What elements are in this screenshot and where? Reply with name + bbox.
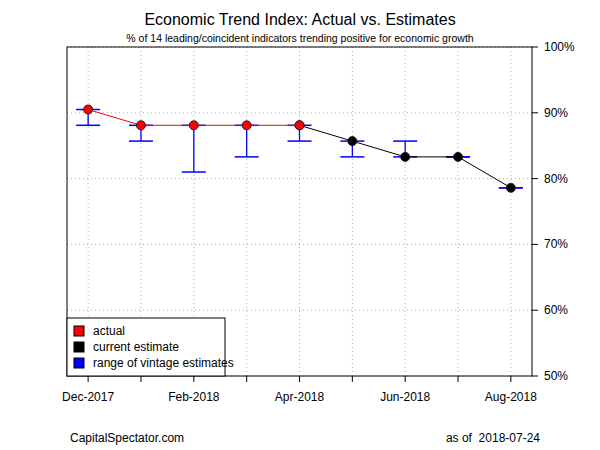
point: [295, 121, 304, 130]
range-cap: [182, 171, 206, 173]
grid-line: [458, 47, 459, 376]
x-tick: [405, 376, 406, 382]
series-line: [300, 125, 511, 188]
y-tick-label: 90%: [544, 106, 568, 120]
y-tick: [532, 178, 538, 179]
grid-line: [67, 112, 532, 113]
y-tick: [532, 376, 538, 377]
x-tick-label: Feb-2018: [168, 390, 220, 404]
background: [0, 0, 600, 450]
legend-label: actual: [93, 324, 125, 338]
grid-line: [352, 47, 353, 376]
y-tick-label: 70%: [544, 237, 568, 251]
y-tick: [532, 47, 538, 48]
x-tick: [458, 376, 459, 382]
x-tick-label: Dec-2017: [62, 390, 114, 404]
y-tick: [532, 112, 538, 113]
legend-label: current estimate: [93, 340, 179, 354]
grid-line: [67, 310, 532, 311]
x-tick: [88, 376, 89, 382]
marks: [76, 105, 523, 192]
y-tick-label: 80%: [544, 172, 568, 186]
plot-frame: [67, 47, 532, 376]
chart: Economic Trend Index: Actual vs. Estimat…: [0, 0, 600, 450]
range-cap: [288, 140, 312, 142]
point: [506, 183, 515, 192]
point: [295, 121, 304, 130]
point: [84, 105, 93, 114]
x-tick-label: Apr-2018: [275, 390, 325, 404]
x-tick: [140, 376, 141, 382]
x-tick: [352, 376, 353, 382]
range-stem: [193, 125, 194, 172]
legend: actual current estimate range of vintage e…: [67, 318, 234, 376]
grid-line: [246, 47, 247, 376]
point: [136, 121, 145, 130]
x-tick: [299, 376, 300, 382]
range-cap: [235, 156, 259, 158]
y-tick-label: 100%: [544, 40, 575, 54]
y-tick: [532, 244, 538, 245]
x-tick-label: Aug-2018: [485, 390, 537, 404]
range-cap: [76, 125, 100, 127]
point: [454, 152, 463, 161]
date-note: as of 2018-07-24: [446, 431, 540, 445]
source-note: CapitalSpectator.com: [70, 431, 184, 445]
y-tick-label: 60%: [544, 303, 568, 317]
legend-swatch: [74, 326, 84, 336]
point: [242, 121, 251, 130]
x-tick: [246, 376, 247, 382]
grid-line: [510, 47, 511, 376]
subtitle: % of 14 leading/coincident indicators tr…: [126, 32, 473, 44]
legend-swatch: [74, 358, 84, 368]
x-tick-label: Jun-2018: [380, 390, 430, 404]
point: [189, 121, 198, 130]
legend-label: range of vintage estimates: [93, 356, 234, 370]
y-tick: [532, 310, 538, 311]
legend-swatch: [74, 342, 84, 352]
x-tick: [193, 376, 194, 382]
range-cap: [129, 140, 153, 142]
range-bar: [182, 125, 206, 172]
point: [348, 137, 357, 146]
range-cap: [340, 156, 364, 158]
y-tick-label: 50%: [544, 369, 568, 383]
title: Economic Trend Index: Actual vs. Estimat…: [144, 11, 455, 28]
point: [401, 152, 410, 161]
grid-line: [299, 47, 300, 376]
x-tick: [510, 376, 511, 382]
grid-line: [405, 47, 406, 376]
range-cap: [393, 140, 417, 142]
grid-line: [67, 178, 532, 179]
grid-line: [67, 244, 532, 245]
